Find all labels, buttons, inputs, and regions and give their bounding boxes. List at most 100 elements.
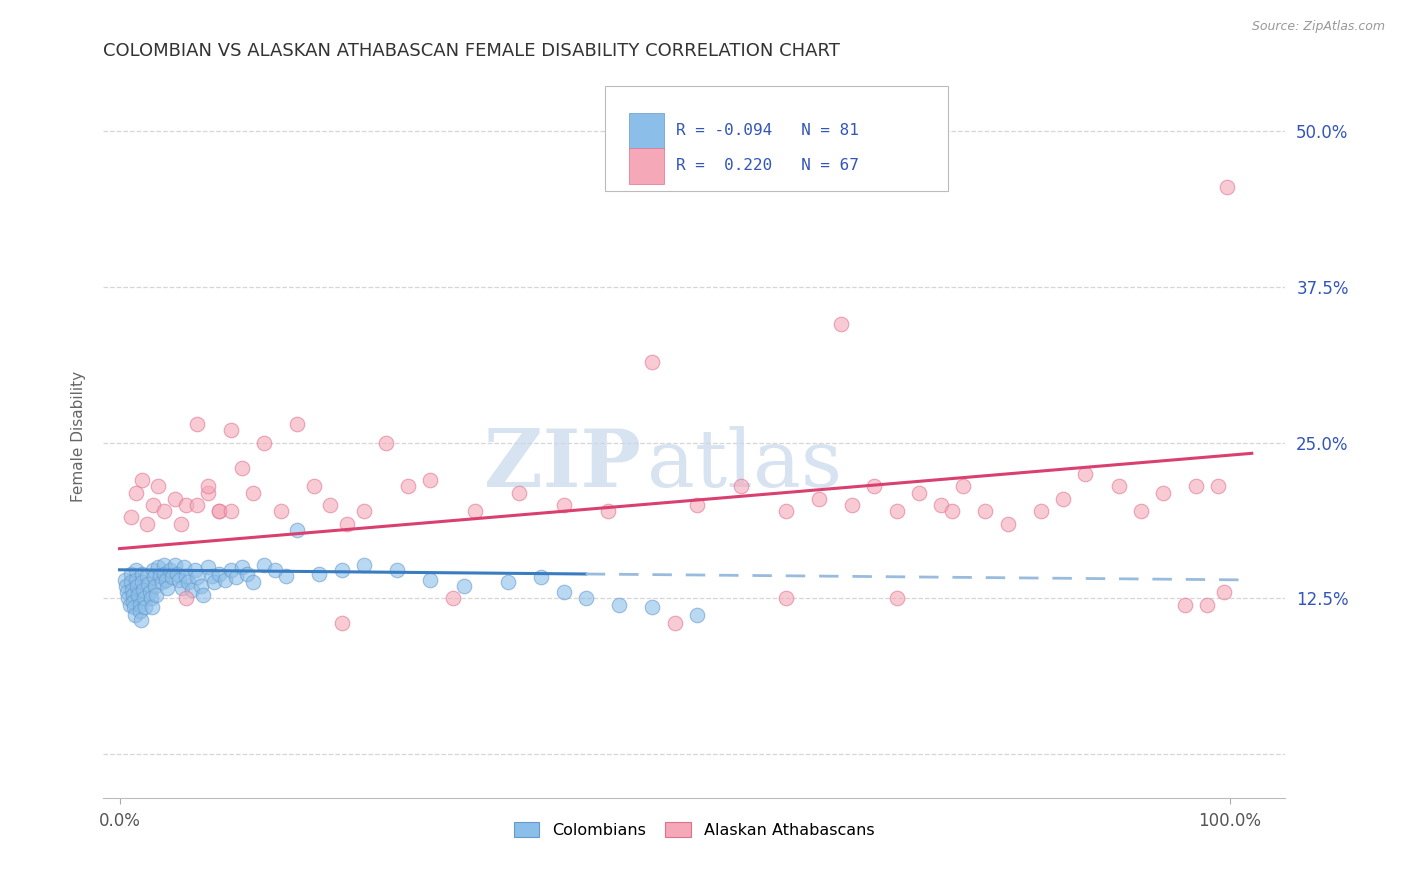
Point	[841, 498, 863, 512]
Point	[641, 355, 664, 369]
Point	[173, 560, 195, 574]
Bar	[628, 148, 665, 184]
Point	[117, 591, 139, 606]
Text: Source: ZipAtlas.com: Source: ZipAtlas.com	[1251, 20, 1385, 33]
Point	[242, 575, 264, 590]
Point	[214, 573, 236, 587]
Point	[1108, 479, 1130, 493]
Point	[1052, 491, 1074, 506]
Point	[197, 479, 219, 493]
Point	[165, 491, 187, 506]
Point	[141, 600, 163, 615]
Point	[375, 435, 398, 450]
Point	[148, 560, 170, 574]
Point	[231, 560, 253, 574]
Point	[115, 579, 138, 593]
Point	[132, 582, 155, 597]
Point	[180, 582, 202, 597]
Text: atlas: atlas	[647, 426, 842, 504]
Point	[208, 504, 231, 518]
Point	[1074, 467, 1097, 481]
Point	[686, 498, 709, 512]
Point	[253, 558, 276, 572]
Point	[153, 566, 176, 581]
Point	[1213, 585, 1236, 599]
Point	[219, 423, 242, 437]
Point	[974, 504, 997, 518]
Point	[165, 558, 187, 572]
Point	[139, 591, 162, 606]
Point	[242, 485, 264, 500]
Point	[114, 573, 136, 587]
Point	[419, 473, 441, 487]
Point	[142, 498, 165, 512]
Point	[125, 563, 148, 577]
Point	[145, 588, 167, 602]
Point	[148, 479, 170, 493]
Point	[148, 569, 170, 583]
Point	[186, 417, 208, 431]
Point	[308, 566, 330, 581]
Point	[319, 498, 342, 512]
Point	[128, 604, 150, 618]
Point	[169, 516, 191, 531]
Point	[136, 516, 159, 531]
Point	[1185, 479, 1208, 493]
Legend: Colombians, Alaskan Athabascans: Colombians, Alaskan Athabascans	[508, 815, 880, 844]
Point	[170, 582, 193, 596]
Point	[807, 491, 830, 506]
Point	[128, 598, 150, 612]
Point	[641, 600, 664, 615]
Point	[121, 582, 143, 597]
Point	[274, 569, 297, 583]
Y-axis label: Female Disability: Female Disability	[72, 371, 86, 502]
Point	[143, 579, 166, 593]
Point	[886, 591, 908, 606]
Point	[169, 573, 191, 587]
Point	[907, 485, 929, 500]
Point	[131, 473, 153, 487]
Point	[596, 504, 619, 518]
Text: COLOMBIAN VS ALASKAN ATHABASCAN FEMALE DISABILITY CORRELATION CHART: COLOMBIAN VS ALASKAN ATHABASCAN FEMALE D…	[103, 42, 839, 60]
Point	[302, 479, 325, 493]
Point	[177, 575, 200, 590]
Point	[1216, 180, 1239, 194]
Point	[336, 516, 359, 531]
Point	[190, 579, 212, 593]
Point	[136, 569, 159, 583]
Point	[396, 479, 419, 493]
Point	[1029, 504, 1052, 518]
Point	[138, 585, 160, 599]
Point	[166, 566, 188, 581]
Point	[120, 510, 142, 524]
Point	[153, 558, 176, 572]
Point	[496, 575, 519, 590]
Point	[1197, 598, 1219, 612]
Point	[174, 591, 197, 606]
Point	[253, 435, 276, 450]
Point	[929, 498, 952, 512]
Text: R = -0.094   N = 81: R = -0.094 N = 81	[676, 123, 859, 138]
Point	[270, 504, 292, 518]
Point	[122, 588, 145, 602]
Point	[153, 504, 176, 518]
Point	[553, 498, 575, 512]
Point	[997, 516, 1019, 531]
Point	[385, 563, 408, 577]
Point	[131, 566, 153, 581]
Point	[353, 558, 375, 572]
Point	[117, 585, 139, 599]
Point	[886, 504, 908, 518]
Point	[419, 573, 441, 587]
Point	[122, 595, 145, 609]
Point	[125, 485, 148, 500]
Point	[353, 504, 375, 518]
Point	[132, 591, 155, 606]
Point	[202, 575, 225, 590]
Point	[231, 460, 253, 475]
Point	[1152, 485, 1174, 500]
Point	[1174, 598, 1197, 612]
Point	[285, 523, 308, 537]
Point	[129, 613, 152, 627]
Point	[184, 563, 207, 577]
